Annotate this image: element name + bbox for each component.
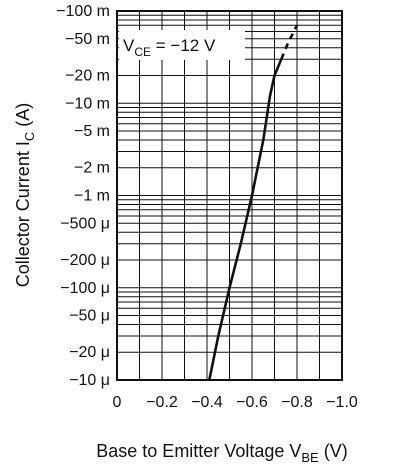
annotation-background xyxy=(119,30,245,60)
y-tick-label: −200 μ xyxy=(60,252,110,269)
y-tick-label: −20 μ xyxy=(69,344,110,361)
annotation-group: VCE = −12 V xyxy=(119,30,245,60)
y-axis-title: Collector Current IC (A) xyxy=(13,103,37,287)
x-tick-label: −0.2 xyxy=(146,394,178,411)
series-line-dashed xyxy=(280,24,299,60)
x-tick-label: −1.0 xyxy=(326,394,358,411)
annotation-vce: VCE = −12 V xyxy=(123,36,216,59)
y-tick-label: −1 m xyxy=(74,188,110,205)
grid xyxy=(117,11,342,380)
series-layer xyxy=(208,24,299,381)
plot-frame xyxy=(116,10,343,381)
x-tick-label: −0.4 xyxy=(191,394,223,411)
y-tick-label: −5 m xyxy=(74,123,110,140)
y-tick-label: −10 μ xyxy=(69,372,110,389)
y-tick-label: −2 m xyxy=(74,160,110,177)
x-tick-label: 0 xyxy=(113,394,122,411)
series-line-solid xyxy=(208,58,283,381)
y-tick-label: −50 μ xyxy=(69,308,110,325)
tick-labels: 0 −0.2 −0.4 −0.6 −0.8 −1.0 −10 μ −20 μ −50 μ −100… xyxy=(56,3,358,411)
x-tick-label: −0.8 xyxy=(281,394,313,411)
y-tick-label: −100 μ xyxy=(60,280,110,297)
y-tick-label: −20 m xyxy=(65,67,110,84)
y-tick-label: −10 m xyxy=(65,95,110,112)
x-tick-label: −0.6 xyxy=(236,394,268,411)
y-tick-label: −100 m xyxy=(56,3,110,20)
y-tick-label: −50 m xyxy=(65,31,110,48)
x-axis-title: Base to Emitter Voltage VBE (V) xyxy=(96,441,347,465)
y-tick-label: −500 μ xyxy=(60,215,110,232)
